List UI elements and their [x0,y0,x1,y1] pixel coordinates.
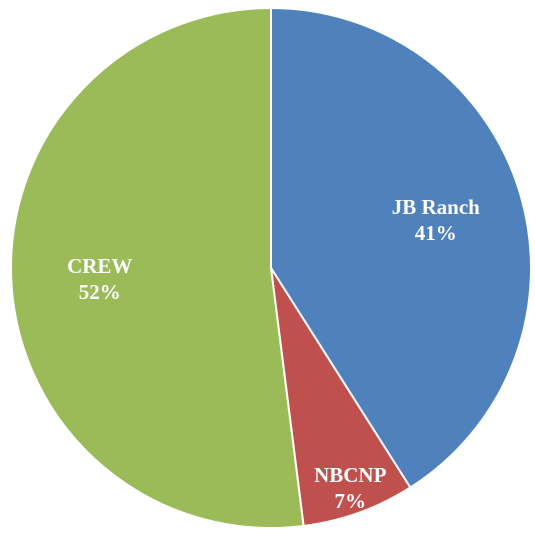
slice-percent-nbcnp: 7% [335,489,367,513]
pie-slice-crew [10,7,305,529]
pie-slice-jb-ranch [270,7,532,489]
pie-slice-nbcnp [270,267,412,527]
slice-label-jb-ranch: JB Ranch [392,195,480,219]
slice-percent-crew: 52% [79,280,121,304]
slice-label-crew: CREW [67,254,132,278]
slice-label-nbcnp: NBCNP [314,463,387,487]
slice-percent-jb-ranch: 41% [415,221,457,245]
